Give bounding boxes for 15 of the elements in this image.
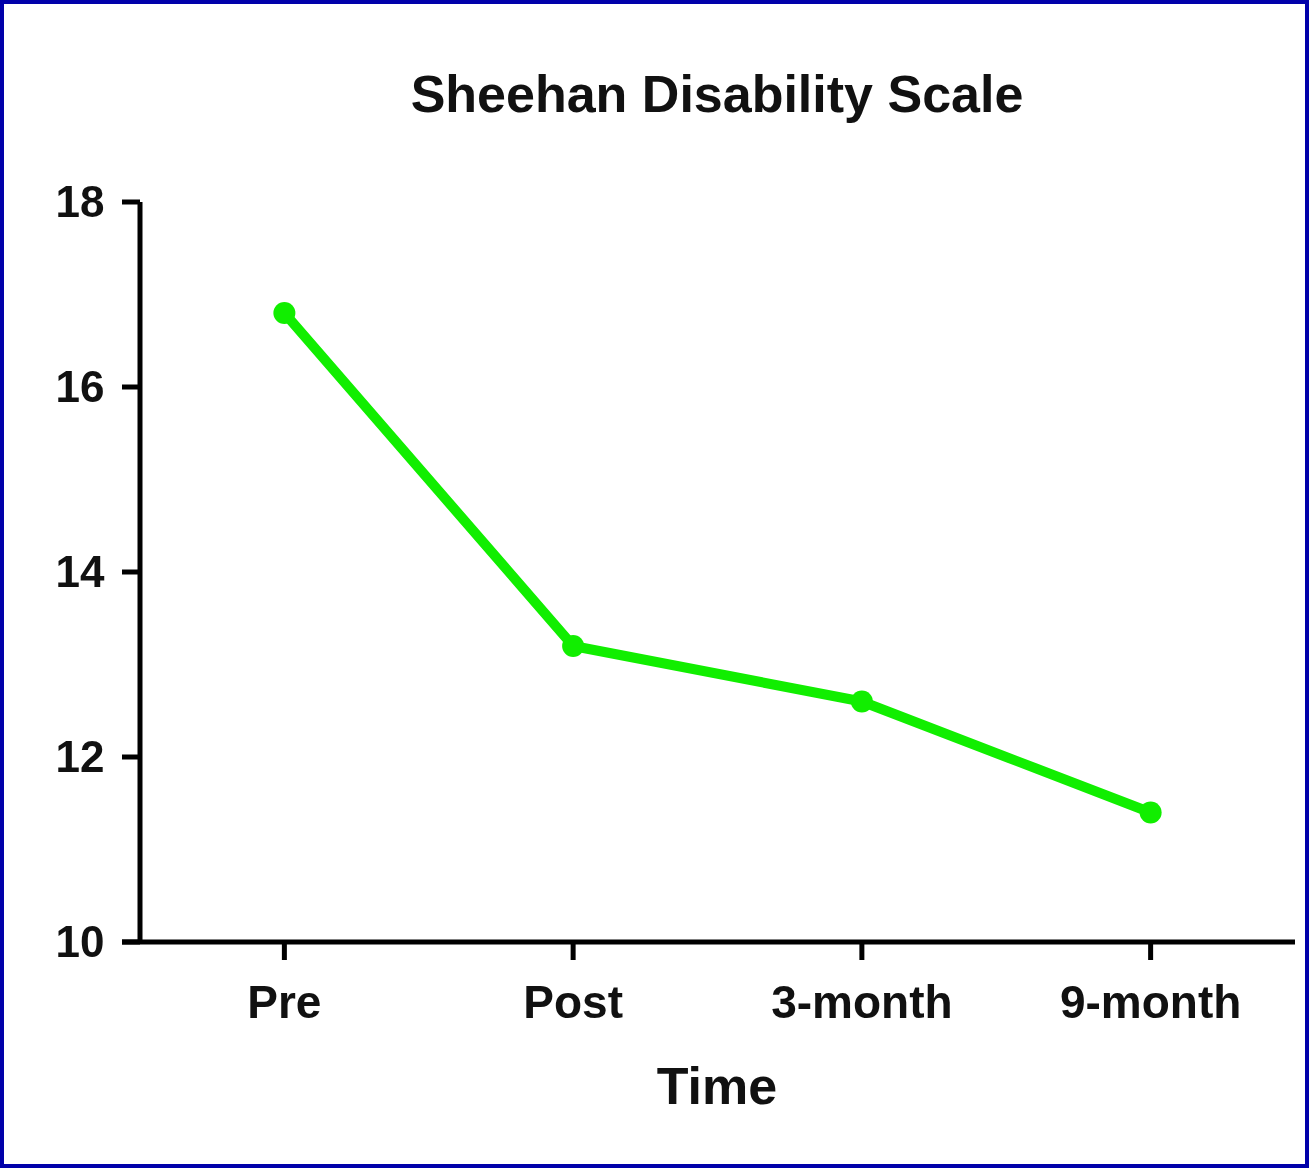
- point: [273, 302, 296, 324]
- y-tick-label: 10: [55, 917, 105, 967]
- x-tick-label: Pre: [247, 976, 322, 1028]
- point: [850, 690, 873, 713]
- x-tick-label: Post: [523, 976, 623, 1028]
- y-tick-label: 16: [55, 362, 105, 412]
- x-tick-label: 9-month: [1059, 976, 1242, 1028]
- y-tick-label: 18: [55, 177, 105, 227]
- y-tick-label: 14: [55, 547, 105, 597]
- point: [562, 635, 585, 657]
- x-axis-title: Time: [656, 1057, 778, 1115]
- y-tick-label: 12: [55, 732, 105, 782]
- point: [1139, 801, 1162, 824]
- x-tick-label: 3-month: [771, 976, 953, 1028]
- chart-title: Sheehan Disability Scale: [410, 65, 1024, 123]
